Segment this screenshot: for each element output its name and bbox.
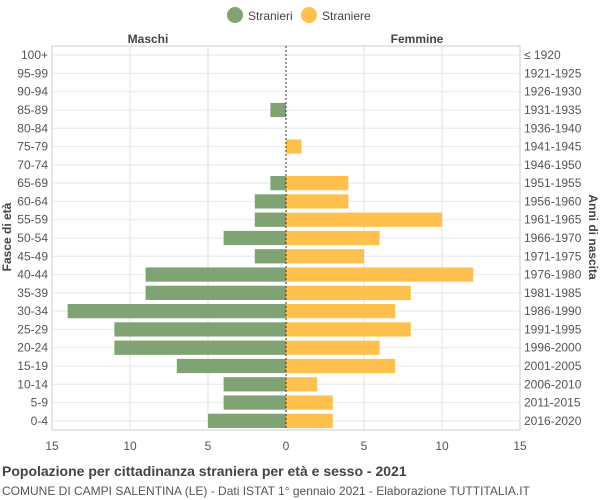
birth-year-label: 1961-1965 (524, 213, 582, 227)
bar-male-50-54 (223, 230, 286, 246)
age-group-label: 65-69 (17, 176, 48, 190)
age-group-label: 10-14 (17, 377, 48, 391)
bar-female-40-44 (286, 267, 474, 282)
bar-male-10-14 (223, 377, 286, 392)
bar-female-25-29 (286, 322, 411, 337)
age-group-label: 60-64 (17, 194, 48, 208)
birth-year-label: 1951-1955 (524, 176, 582, 190)
age-group-label: 55-59 (17, 213, 48, 227)
age-group-label: 70-74 (17, 158, 48, 172)
age-group-label: 25-29 (17, 322, 48, 336)
bar-female-50-54 (286, 230, 380, 246)
x-tick-label: 15 (513, 439, 527, 453)
age-group-label: 50-54 (17, 231, 48, 245)
legend: Stranieri Straniere (227, 7, 371, 23)
age-group-label: 100+ (21, 48, 48, 62)
bar-female-60-64 (286, 194, 349, 209)
legend-marker-stranieri (227, 7, 243, 23)
birth-year-label: 1996-2000 (524, 341, 582, 355)
bar-male-55-59 (254, 212, 286, 227)
bar-male-25-29 (114, 322, 287, 337)
chart-subtitle: COMUNE DI CAMPI SALENTINA (LE) - Dati IS… (2, 484, 530, 498)
birth-year-label: 1991-1995 (524, 322, 582, 336)
birth-year-label: ≤ 1920 (524, 48, 561, 62)
x-tick-label: 0 (283, 439, 290, 453)
bar-female-20-24 (286, 340, 380, 355)
x-tick-label: 5 (205, 439, 212, 453)
birth-year-label: 1921-1925 (524, 66, 582, 80)
birth-year-label: 2006-2010 (524, 377, 582, 391)
bar-male-65-69 (270, 176, 286, 191)
bar-female-10-14 (286, 377, 318, 392)
bar-male-60-64 (254, 194, 286, 209)
x-tick-label: 10 (435, 439, 449, 453)
bar-male-40-44 (145, 267, 286, 282)
bars (67, 102, 474, 428)
bar-male-30-34 (67, 304, 286, 319)
age-group-label: 20-24 (17, 341, 48, 355)
birth-year-label: 2016-2020 (524, 414, 582, 428)
bar-female-65-69 (286, 176, 349, 191)
bar-female-30-34 (286, 304, 396, 319)
age-group-label: 90-94 (17, 85, 48, 99)
legend-label-stranieri: Stranieri (248, 9, 293, 23)
age-group-label: 45-49 (17, 249, 48, 263)
age-group-label: 0-4 (31, 414, 49, 428)
legend-label-straniere: Straniere (322, 9, 371, 23)
birth-year-label: 1976-1980 (524, 268, 582, 282)
left-header-maschi: Maschi (128, 32, 169, 46)
chart-title: Popolazione per cittadinanza straniera p… (2, 463, 407, 479)
birth-year-label: 1981-1985 (524, 286, 582, 300)
right-header-femmine: Femmine (391, 32, 444, 46)
age-group-label: 80-84 (17, 121, 48, 135)
bar-female-55-59 (286, 212, 442, 227)
bar-female-35-39 (286, 285, 411, 300)
bar-female-45-49 (286, 249, 364, 264)
legend-marker-straniere (301, 7, 317, 23)
birth-year-label: 1936-1940 (524, 121, 582, 135)
bar-male-85-89 (270, 102, 286, 118)
bar-male-20-24 (114, 340, 287, 355)
birth-year-label: 1966-1970 (524, 231, 582, 245)
bar-male-35-39 (145, 285, 286, 300)
bar-male-45-49 (254, 249, 286, 264)
x-tick-label: 15 (45, 439, 59, 453)
age-group-label: 95-99 (17, 66, 48, 80)
birth-year-label: 1946-1950 (524, 158, 582, 172)
age-group-label: 85-89 (17, 103, 48, 117)
bar-female-0-4 (286, 413, 333, 428)
bar-female-15-19 (286, 358, 396, 374)
bar-female-5-9 (286, 395, 333, 410)
y-axis-title-left: Fasce di età (0, 202, 14, 271)
x-tick-label: 10 (123, 439, 137, 453)
age-group-label: 30-34 (17, 304, 48, 318)
birth-year-label: 1941-1945 (524, 140, 582, 154)
birth-year-label: 1931-1935 (524, 103, 582, 117)
age-group-label: 15-19 (17, 359, 48, 373)
bar-male-15-19 (176, 358, 286, 374)
y-axis-title-right: Anni di nascita (586, 194, 600, 280)
age-group-label: 5-9 (31, 396, 49, 410)
x-tick-label: 5 (361, 439, 368, 453)
birth-year-label: 1956-1960 (524, 194, 582, 208)
age-group-label: 40-44 (17, 268, 48, 282)
bar-female-75-79 (286, 139, 302, 154)
age-group-label: 35-39 (17, 286, 48, 300)
bar-male-5-9 (223, 395, 286, 410)
bar-male-0-4 (208, 413, 286, 428)
birth-year-label: 2001-2005 (524, 359, 582, 373)
birth-year-label: 1926-1930 (524, 85, 582, 99)
age-group-label: 75-79 (17, 140, 48, 154)
birth-year-label: 2011-2015 (524, 396, 581, 410)
birth-year-label: 1986-1990 (524, 304, 582, 318)
birth-year-label: 1971-1975 (524, 249, 582, 263)
axes: 15 10 5 0 5 10 15 100+ ≤ 1920 95-99 1921-1925 90-94… (17, 46, 582, 453)
